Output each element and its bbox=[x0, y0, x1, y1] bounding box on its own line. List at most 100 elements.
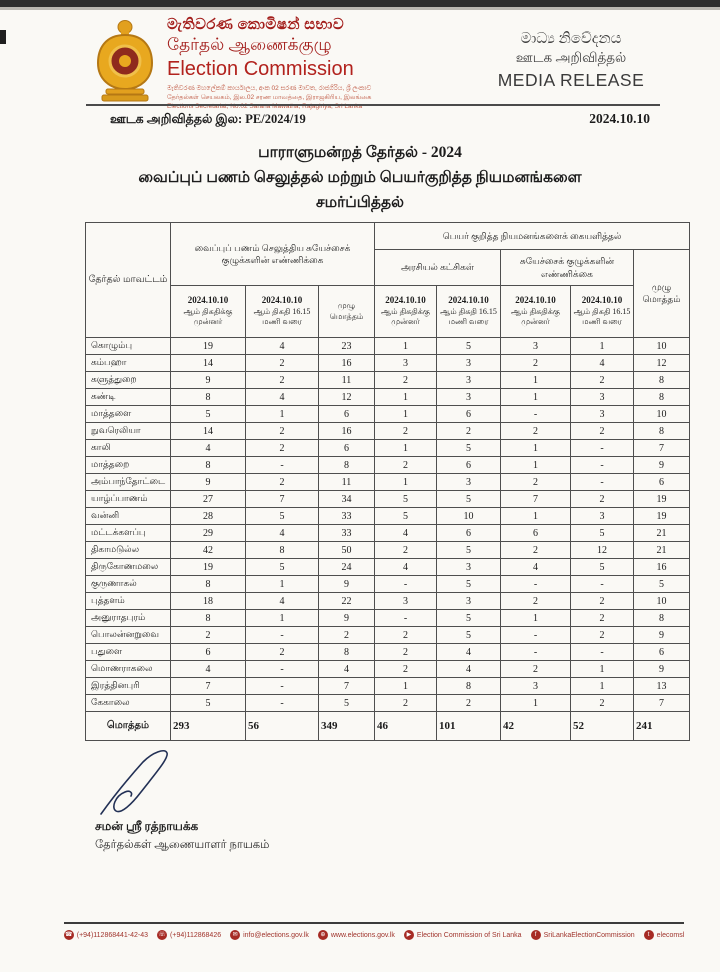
value-cell: 1 bbox=[374, 405, 437, 423]
value-cell: - bbox=[245, 660, 319, 678]
media-release-tamil: ஊடக அறிவித்தல் bbox=[515, 50, 627, 65]
value-cell: 16 bbox=[318, 422, 375, 440]
value-cell: 5 bbox=[170, 405, 246, 423]
org-name-sinhala: මැතිවරණ කොමිෂන් සභාව bbox=[167, 17, 345, 33]
value-cell: 4 bbox=[374, 558, 437, 576]
value-cell: 1 bbox=[570, 660, 634, 678]
value-cell: - bbox=[245, 456, 319, 474]
globe-icon: ⊕ bbox=[317, 930, 328, 940]
contact-label: (+94)112868441-42-43 bbox=[76, 931, 149, 939]
column-header-groups-before: 2024.10.10 ஆம் திகதிக்கு முன்னர் bbox=[500, 285, 571, 338]
district-cell: மாத்தளை bbox=[85, 405, 171, 423]
value-cell: 6 bbox=[500, 524, 571, 542]
header-date: 2024.10.10 bbox=[515, 295, 556, 306]
value-cell: 1 bbox=[500, 439, 571, 457]
table-row: அனுராதபுரம் 8 1 9-5 1 2 8 bbox=[85, 609, 690, 627]
contact-item: ☏ (+94)112868426 bbox=[157, 930, 221, 940]
total-value-cell: 46 bbox=[374, 711, 437, 741]
table-row: மாத்தறை 8-8 2 6 1-9 bbox=[85, 456, 690, 474]
district-cell: குருணாகல் bbox=[85, 575, 171, 593]
value-cell: 14 bbox=[170, 422, 246, 440]
value-cell: 6 bbox=[436, 456, 501, 474]
total-value-cell: 349 bbox=[318, 711, 375, 741]
table-row: நுவரெலியா 14 2 16 2 2 2 2 8 bbox=[85, 422, 690, 440]
value-cell: - bbox=[245, 626, 319, 644]
district-cell: கம்பஹா bbox=[85, 354, 171, 372]
scan-edge-top-shadow bbox=[0, 7, 720, 10]
value-cell: 18 bbox=[170, 592, 246, 610]
value-cell: 50 bbox=[318, 541, 375, 559]
header-date: 2024.10.10 bbox=[385, 295, 426, 306]
value-cell: 8 bbox=[245, 541, 319, 559]
contact-item: ⊕ www.elections.gov.lk bbox=[317, 930, 395, 940]
table-row: கேகாலை 5-5 2 2 1 2 7 bbox=[85, 694, 690, 712]
contact-label: Election Commission of Sri Lanka bbox=[416, 931, 522, 939]
value-cell: - bbox=[500, 643, 571, 661]
value-cell: 6 bbox=[318, 439, 375, 457]
youtube-icon: ▶ bbox=[403, 930, 414, 940]
facebook-icon: f bbox=[530, 930, 541, 940]
value-cell: 9 bbox=[633, 626, 690, 644]
header-until-suffix: ஆம் திகதி 16.15 மணி வரை bbox=[253, 306, 311, 327]
table-row: காலி 4 2 6 1 5 1-7 bbox=[85, 439, 690, 457]
table-row: மட்டக்களப்பு 29 4 33 4 6 6 5 21 bbox=[85, 524, 690, 542]
column-header-deposit-until: 2024.10.10 ஆம் திகதி 16.15 மணி வரை bbox=[245, 285, 319, 338]
header-date: 2024.10.10 bbox=[187, 295, 229, 306]
value-cell: 4 bbox=[436, 660, 501, 678]
table-row: கண்டி 8 4 12 1 3 1 3 8 bbox=[85, 388, 690, 406]
value-cell: 10 bbox=[436, 507, 501, 525]
value-cell: 16 bbox=[318, 354, 375, 372]
value-cell: 2 bbox=[245, 439, 319, 457]
table-row: களுத்துறை 9 2 11 2 3 1 2 8 bbox=[85, 371, 690, 389]
scan-artifact bbox=[0, 30, 6, 44]
document-title: பாராளுமன்றத் தேர்தல் - 2024 வைப்புப் பணம… bbox=[0, 141, 720, 215]
value-cell: 2 bbox=[570, 626, 634, 644]
value-cell: 2 bbox=[436, 694, 501, 712]
value-cell: 4 bbox=[374, 524, 437, 542]
value-cell: 3 bbox=[374, 592, 437, 610]
value-cell: 3 bbox=[436, 473, 501, 491]
value-cell: 9 bbox=[633, 456, 690, 474]
district-cell: திகாமடுல்ல bbox=[85, 541, 171, 559]
value-cell: 4 bbox=[500, 558, 571, 576]
value-cell: 2 bbox=[500, 354, 571, 372]
value-cell: 2 bbox=[570, 694, 634, 712]
district-cell: கொழும்பு bbox=[85, 337, 171, 355]
value-cell: 5 bbox=[374, 490, 437, 508]
value-cell: 1 bbox=[374, 473, 437, 491]
value-cell: 6 bbox=[318, 405, 375, 423]
value-cell: 3 bbox=[436, 354, 501, 372]
value-cell: 21 bbox=[633, 541, 690, 559]
letterhead: මැතිවරණ කොමිෂන් සභාව தேர்தல் ஆணைக்குழு E… bbox=[92, 16, 371, 111]
contact-item: f SriLankaElectionCommission bbox=[530, 930, 635, 940]
contact-label: www.elections.gov.lk bbox=[330, 931, 395, 939]
value-cell: 2 bbox=[374, 643, 437, 661]
contact-label: info@elections.gov.lk bbox=[243, 931, 309, 939]
header-until-suffix: ஆம் திகதி 16.15 மணி வரை bbox=[440, 306, 497, 327]
value-cell: - bbox=[374, 609, 437, 627]
org-name-tamil: தேர்தல் ஆணைக்குழு bbox=[167, 35, 332, 54]
value-cell: 4 bbox=[245, 592, 319, 610]
district-cell: யாழ்ப்பாணம் bbox=[85, 490, 171, 508]
total-value-cell: 293 bbox=[170, 711, 246, 741]
value-cell: 4 bbox=[170, 439, 246, 457]
district-cell: கேகாலை bbox=[85, 694, 171, 712]
value-cell: 1 bbox=[500, 388, 571, 406]
value-cell: 2 bbox=[500, 473, 571, 491]
phone-icon: ☎ bbox=[63, 930, 74, 940]
value-cell: 33 bbox=[318, 524, 375, 542]
value-cell: 8 bbox=[318, 456, 375, 474]
reference-prefix: ஊடக அறிவித்தல் இல: bbox=[110, 112, 243, 126]
total-value-cell: 101 bbox=[436, 711, 501, 741]
value-cell: 16 bbox=[633, 558, 690, 576]
value-cell: 2 bbox=[374, 371, 437, 389]
value-cell: 1 bbox=[500, 694, 571, 712]
value-cell: 27 bbox=[170, 490, 246, 508]
value-cell: 19 bbox=[633, 507, 690, 525]
value-cell: 2 bbox=[500, 660, 571, 678]
district-cell: நுவரெலியா bbox=[85, 422, 171, 440]
total-value-cell: 241 bbox=[633, 711, 690, 741]
value-cell: 2 bbox=[374, 660, 437, 678]
value-cell: 21 bbox=[633, 524, 690, 542]
value-cell: 2 bbox=[170, 626, 246, 644]
